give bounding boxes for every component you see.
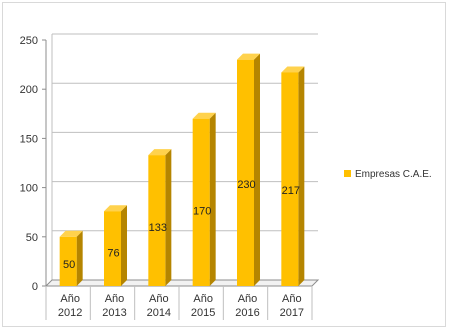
legend-swatch [344,170,351,177]
y-tick-label: 50 [26,232,38,244]
bar-side [76,230,83,286]
y-tick-label: 200 [20,84,38,96]
category-label: Año [60,293,80,305]
bar-top [148,149,172,156]
category-label: 2016 [235,307,259,319]
y-tick-label: 0 [32,281,38,293]
legend-label: Empresas C.A.E. [355,169,432,180]
bar [192,118,210,286]
chart-frame [2,2,446,327]
bar [281,72,299,286]
category-label: Año [149,293,169,305]
bar-top [192,112,216,119]
category-label: 2017 [280,307,304,319]
bar-side [209,112,216,286]
category-label: 2013 [102,307,126,319]
bar-top [59,230,83,237]
category-label: 2014 [147,307,171,319]
bar-top [237,53,260,60]
bar [148,155,166,286]
category-label: Año [238,293,258,305]
y-tick-label: 100 [20,183,38,195]
bar-side [165,149,172,286]
bar [237,59,254,287]
category-label: Año [282,293,302,305]
category-label: Año [105,293,125,305]
bar [59,236,77,286]
category-label: Año [193,293,213,305]
bar-side [254,53,260,287]
bar-side [121,205,127,286]
category-label: 2015 [191,307,215,319]
data-label: 76 [107,247,119,259]
y-tick-label: 150 [20,133,38,145]
data-label: 217 [282,185,300,197]
category-label: 2012 [58,307,82,319]
data-label: 133 [149,222,167,234]
data-label: 230 [237,179,255,191]
bar-top [104,205,127,212]
bar-side [298,66,305,286]
chart-floor [44,279,320,287]
bar-top [281,66,305,73]
y-tick-label: 250 [20,35,38,47]
bar [104,211,121,286]
data-label: 50 [63,259,75,271]
data-label: 170 [193,206,211,218]
